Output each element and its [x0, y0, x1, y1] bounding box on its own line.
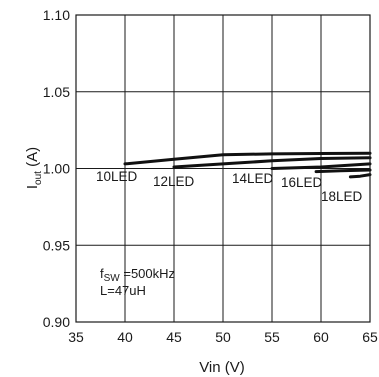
y-axis-title: Iout (A) [24, 147, 44, 189]
y-tick-label: 1.00 [43, 161, 70, 177]
y-tick-label: 1.05 [43, 84, 70, 100]
series-label-12led: 12LED [153, 174, 195, 189]
y-axis-title-main: I [24, 185, 41, 189]
series-line-12led [172, 156, 372, 169]
x-tick-label: 35 [68, 329, 84, 345]
series-line-18led [348, 173, 372, 179]
x-tick-label: 50 [215, 329, 231, 345]
series-line-14led [270, 162, 372, 170]
y-axis-title-sub: out [33, 171, 44, 185]
x-tick-label: 60 [313, 329, 329, 345]
x-tick-label: 45 [166, 329, 182, 345]
y-tick-label: 1.10 [43, 7, 70, 23]
series-lines [123, 151, 372, 179]
x-axis-title: Vin (V) [199, 359, 245, 376]
x-tick-labels: 35 40 45 50 55 60 65 [68, 329, 378, 345]
y-tick-label: 0.90 [43, 314, 70, 330]
frequency-value: =500kHz [120, 266, 175, 281]
series-label-14led: 14LED [232, 171, 274, 186]
series-label-16led: 16LED [281, 175, 323, 190]
series-label-18led: 18LED [321, 189, 363, 204]
plot-frame [75, 14, 371, 323]
x-tick-label: 65 [362, 329, 378, 345]
x-tick-label: 40 [117, 329, 133, 345]
y-tick-label: 0.95 [43, 237, 70, 253]
x-tick-label: 55 [264, 329, 280, 345]
series-label-10led: 10LED [96, 169, 138, 184]
inductor-label: L=47uH [100, 283, 146, 298]
frequency-symbol: f [100, 266, 104, 281]
y-tick-labels: 0.90 0.95 1.00 1.05 1.10 [43, 7, 70, 330]
conditions-annotation: fSW =500kHz L=47uH [100, 266, 175, 298]
frequency-subscript: SW [104, 273, 121, 284]
series-line-10led [123, 151, 372, 166]
y-axis-title-unit: (A) [24, 147, 41, 171]
series-line-16led [314, 168, 372, 174]
switching-frequency-label: fSW =500kHz [100, 266, 175, 284]
